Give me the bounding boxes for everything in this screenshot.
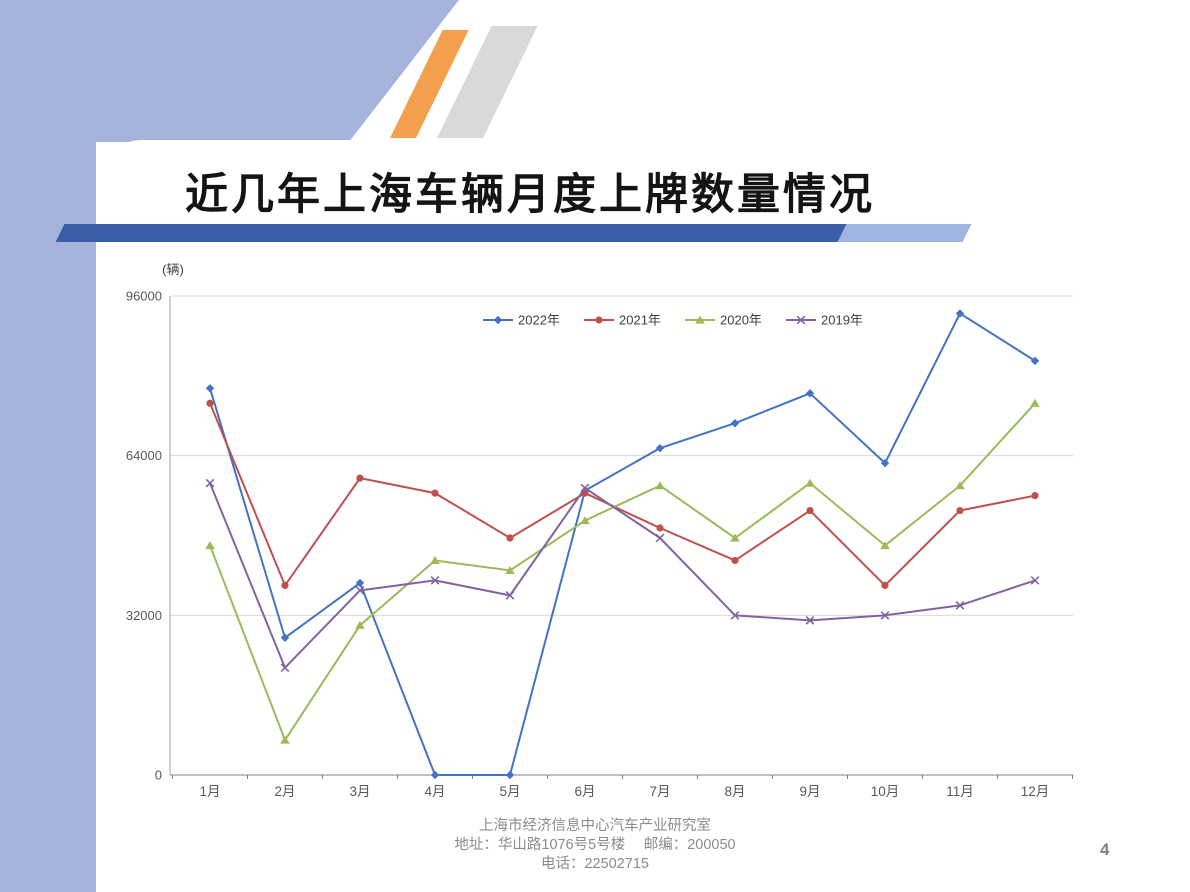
y-axis-label: 96000 xyxy=(126,289,162,304)
series-marker xyxy=(505,566,515,575)
legend-label-2019年: 2019年 xyxy=(821,313,863,328)
series-marker xyxy=(205,478,215,488)
series-marker xyxy=(796,315,806,325)
series-marker xyxy=(1030,356,1040,366)
series-line-2021年 xyxy=(209,402,1036,587)
legend-label-2021年: 2021年 xyxy=(619,313,661,328)
series-marker xyxy=(580,516,590,525)
series-marker xyxy=(805,478,815,487)
series-line-2019年 xyxy=(209,482,1036,669)
series-marker xyxy=(880,458,890,468)
series-marker xyxy=(430,770,440,780)
x-axis-label: 10月 xyxy=(871,784,900,799)
x-axis-label: 5月 xyxy=(499,784,520,799)
series-marker xyxy=(731,556,739,565)
series-marker xyxy=(655,533,665,543)
series-marker xyxy=(356,474,364,482)
legend-label-2020年: 2020年 xyxy=(720,313,762,328)
series-marker xyxy=(956,506,964,515)
x-axis-label: 6月 xyxy=(574,784,595,799)
series-marker xyxy=(805,615,815,625)
series-marker xyxy=(205,541,215,550)
x-axis-label: 9月 xyxy=(799,784,820,799)
title-ribbon-dark xyxy=(55,224,850,242)
series-marker xyxy=(695,315,705,324)
footer-address-line: 地址：华山路1076号5号楼 邮编：200050 xyxy=(454,837,736,854)
series-marker xyxy=(730,419,740,428)
footer-phone-line: 电话：22502715 xyxy=(540,856,649,873)
monthly-registration-chart: 0 32000 64000 96000 (辆) 1月 2月 3月 4月 5月 6月 7月 8月 9月 10月… xyxy=(115,256,1095,816)
series-marker xyxy=(955,600,965,610)
series-marker xyxy=(955,481,965,490)
series-marker xyxy=(806,506,814,515)
series-marker xyxy=(955,309,965,318)
x-axis-label: 8月 xyxy=(724,784,745,799)
series-marker xyxy=(355,620,365,629)
page-title: 近几年上海车辆月度上牌数量情况 xyxy=(185,171,875,219)
series-marker xyxy=(730,610,740,620)
series-marker xyxy=(881,581,889,589)
series-marker xyxy=(493,315,503,325)
series-marker xyxy=(280,735,290,744)
x-axis-label: 12月 xyxy=(1021,784,1050,799)
series-marker xyxy=(206,399,214,407)
series-marker xyxy=(880,541,890,550)
series-marker xyxy=(205,384,215,393)
chart-canvas: 0 32000 64000 96000(辆) 1月 2月 3月 4月 5月 6月 7月 8月 9月 10月… xyxy=(126,262,1073,799)
series-marker xyxy=(430,556,440,565)
y-axis-label: 0 xyxy=(155,768,162,783)
series-marker xyxy=(431,489,439,497)
series-marker xyxy=(580,483,590,493)
series-marker xyxy=(505,591,515,600)
series-marker xyxy=(730,533,740,542)
series-marker xyxy=(655,443,665,453)
series-marker xyxy=(581,489,589,497)
legend-label-2022年: 2022年 xyxy=(518,313,560,328)
left-accent-bar xyxy=(0,0,96,892)
series-marker xyxy=(1030,398,1040,407)
footer-org-line: 上海市经济信息中心汽车产业研究室 xyxy=(479,818,711,834)
series-marker xyxy=(655,481,665,490)
x-axis-label: 2月 xyxy=(274,784,295,799)
x-axis-label: 11月 xyxy=(946,784,974,799)
series-line-2022年 xyxy=(209,312,1036,776)
y-axis-label: 32000 xyxy=(126,608,162,623)
y-axis-label: 64000 xyxy=(126,448,162,463)
x-axis-label: 7月 xyxy=(649,784,670,799)
title-ribbon-light xyxy=(837,224,972,242)
series-marker xyxy=(506,534,514,542)
series-marker xyxy=(880,610,890,620)
y-axis-unit-label: (辆) xyxy=(162,262,184,277)
footer: 上海市经济信息中心汽车产业研究室 地址：华山路1076号5号楼 邮编：20005… xyxy=(0,817,1190,874)
series-marker xyxy=(505,770,515,780)
series-marker xyxy=(430,576,440,585)
series-marker xyxy=(595,316,603,324)
series-marker xyxy=(656,524,664,532)
x-axis-label: 1月 xyxy=(199,784,220,799)
x-axis-label: 4月 xyxy=(424,784,445,799)
x-axis-label: 3月 xyxy=(349,784,370,799)
series-marker xyxy=(1031,491,1039,500)
series-marker xyxy=(805,389,815,398)
series-line-2020年 xyxy=(209,402,1036,742)
content-card xyxy=(96,140,1190,892)
series-marker xyxy=(280,663,290,673)
page-number: 4 xyxy=(1100,840,1110,859)
series-marker xyxy=(355,586,365,595)
series-marker xyxy=(1030,576,1040,585)
series-marker xyxy=(281,581,289,589)
